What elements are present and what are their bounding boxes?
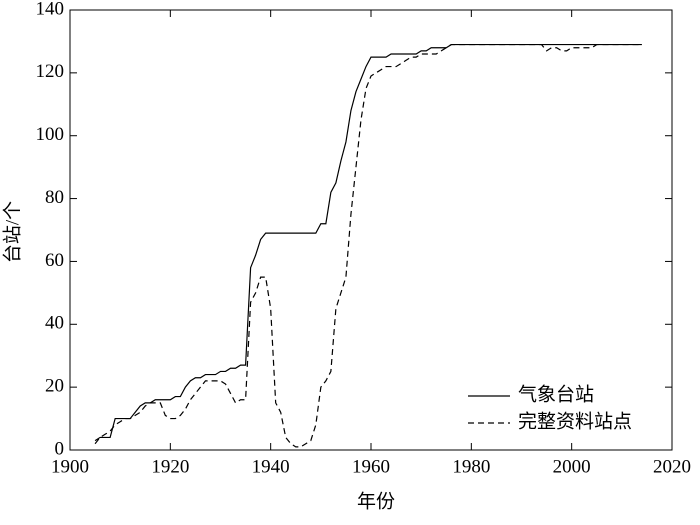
- y-tick-label: 80: [45, 187, 64, 208]
- x-tick-label: 2000: [553, 456, 591, 477]
- x-tick-label: 1900: [51, 456, 89, 477]
- x-tick-label: 1940: [252, 456, 290, 477]
- y-tick-label: 60: [45, 250, 64, 271]
- y-tick-label: 0: [55, 438, 65, 459]
- y-tick-label: 120: [36, 61, 65, 82]
- x-axis-label: 年份: [357, 490, 395, 512]
- series-line: [94, 43, 642, 448]
- x-tick-label: 1960: [352, 456, 390, 477]
- series-line: [94, 43, 642, 442]
- y-tick-label: 100: [36, 124, 65, 145]
- y-axis-label: 台站/个: [1, 201, 23, 263]
- y-tick-label: 40: [45, 313, 64, 334]
- y-tick-label: 140: [36, 0, 65, 19]
- x-tick-label: 1920: [151, 456, 189, 477]
- legend-label: 气象台站: [518, 383, 594, 405]
- x-tick-label: 1980: [452, 456, 490, 477]
- legend-label: 完整资料站点: [518, 410, 632, 432]
- y-tick-label: 20: [45, 376, 64, 397]
- x-tick-label: 2020: [653, 456, 691, 477]
